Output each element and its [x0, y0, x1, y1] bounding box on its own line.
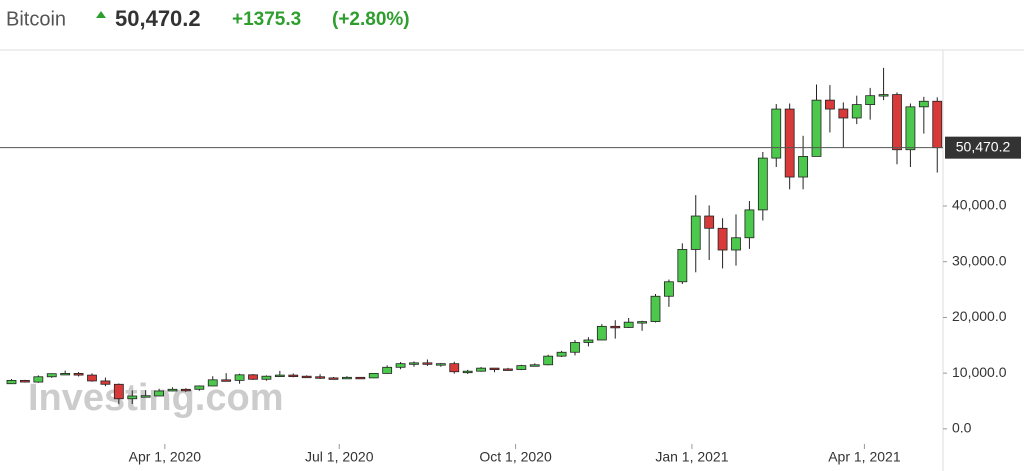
candle-body [784, 108, 795, 178]
candle-body [6, 379, 17, 385]
candle-body [140, 395, 151, 398]
candle-body [918, 100, 929, 108]
up-arrow [96, 11, 106, 18]
candle-body [529, 364, 540, 367]
candle-body [462, 370, 473, 374]
candle-body [516, 365, 527, 370]
y-tick-label: 20,000.0 [952, 308, 1007, 324]
candle-body [154, 390, 164, 397]
last-price-box [945, 136, 1021, 159]
watermark: Investing.com [28, 377, 284, 419]
candle-body [825, 99, 835, 110]
candle-body [301, 375, 312, 379]
candle-body [422, 362, 433, 365]
candle-body [409, 362, 419, 365]
candle-body [878, 94, 889, 97]
candle-body [221, 379, 232, 382]
candle-body [905, 106, 916, 151]
candle-body [583, 339, 594, 343]
candle-body [395, 363, 406, 368]
change: +1375.3 [232, 9, 301, 30]
candle-body [811, 99, 822, 157]
candle-body [274, 374, 285, 377]
candle-body [744, 209, 755, 239]
candle-body [355, 376, 366, 380]
y-tick-label: 40,000.0 [952, 197, 1007, 213]
candle-body [731, 237, 741, 251]
candle-body [100, 380, 111, 385]
candle-body [382, 366, 393, 374]
candle-body [342, 376, 352, 380]
candle-body [757, 157, 768, 211]
x-tick-label: Apr 1, 2020 [129, 449, 202, 465]
candle-body [503, 368, 513, 371]
candle-body [73, 373, 84, 376]
candle-body [865, 95, 876, 106]
candle-body [623, 321, 634, 328]
candle-body [851, 104, 862, 119]
candle-body [127, 395, 138, 400]
change-percent: (+2.80%) [332, 9, 410, 30]
candle-body [328, 377, 339, 380]
candle-body [798, 156, 808, 178]
candle-body [664, 281, 674, 297]
candle-body [570, 342, 580, 353]
candle-body [194, 385, 205, 390]
candle-body [449, 363, 460, 373]
candle-body [33, 376, 44, 383]
candle-body [167, 388, 178, 392]
x-tick-label: Jan 1, 2021 [655, 449, 728, 465]
candle-body [248, 374, 258, 380]
candle-body [610, 325, 621, 329]
candle-body [596, 325, 607, 341]
candle-body [288, 374, 299, 377]
candle-body [690, 215, 701, 250]
candle-body [20, 379, 30, 383]
candle-body [677, 249, 688, 283]
candle-body [234, 374, 245, 381]
candle-body [650, 295, 661, 323]
candle-body [489, 367, 500, 371]
candle-body [556, 351, 567, 357]
candle-body [181, 388, 191, 392]
candle-body [932, 100, 943, 149]
candle-body [543, 355, 554, 366]
x-tick-label: Apr 1, 2021 [828, 449, 901, 465]
x-tick-label: Oct 1, 2020 [479, 449, 552, 465]
y-tick-label: 10,000.0 [952, 364, 1007, 380]
y-tick-label: 30,000.0 [952, 252, 1007, 268]
candle-body [87, 374, 97, 382]
candle-body [476, 367, 486, 372]
candle-body [60, 373, 71, 376]
last-price-label: 50,470.2 [956, 138, 1011, 154]
candle-body [113, 383, 124, 400]
candle-body [207, 379, 218, 387]
candle-body [717, 227, 728, 251]
candle-body [46, 373, 57, 378]
candle-body [637, 321, 647, 324]
x-tick-label: Jul 1, 2020 [305, 449, 374, 465]
candle-body [771, 108, 782, 159]
title: Bitcoin [6, 8, 66, 30]
last-price: 50,470.2 [115, 6, 201, 31]
candle-body [315, 376, 325, 379]
candle-body [261, 375, 272, 380]
candle-body [892, 94, 902, 151]
y-tick-label: 0.0 [952, 420, 972, 436]
candle-body [368, 373, 379, 379]
candle-body [838, 108, 849, 119]
candle-body [435, 363, 446, 366]
candle-body [704, 215, 715, 229]
